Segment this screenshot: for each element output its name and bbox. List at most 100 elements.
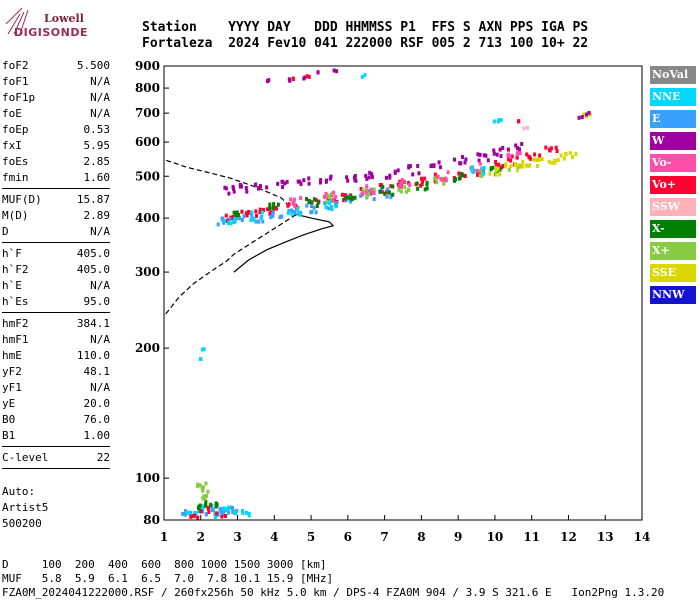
x-tick-label: 1 — [160, 530, 168, 544]
echo-point — [219, 506, 223, 511]
y-tick-label: 80 — [143, 513, 160, 527]
echo-point — [181, 511, 185, 516]
echo-point — [240, 209, 244, 214]
echo-point — [287, 77, 291, 82]
echo-point — [495, 163, 498, 168]
echo-point — [532, 157, 536, 162]
param-row: foEp 0.53 — [2, 122, 110, 138]
param-value: 15.87 — [76, 193, 110, 206]
echo-point — [191, 513, 195, 518]
echo-point — [185, 511, 189, 516]
echo-point — [364, 190, 368, 195]
echo-point — [404, 189, 408, 194]
param-value: N/A — [90, 279, 110, 292]
echo-point — [555, 149, 559, 153]
echo-point — [241, 508, 245, 513]
param-name: fmin — [2, 171, 29, 184]
echo-point — [226, 510, 230, 515]
param-value: 1.00 — [83, 429, 111, 442]
echo-point — [477, 158, 481, 163]
echo-point — [478, 161, 482, 166]
param-row: h`E N/A — [2, 278, 110, 294]
echo-point — [223, 218, 226, 223]
echo-point — [516, 163, 520, 168]
echo-point — [476, 152, 480, 157]
x-tick-label: 14 — [634, 530, 651, 544]
echo-point — [370, 175, 374, 180]
echo-point — [201, 505, 205, 510]
echo-point — [187, 510, 191, 515]
echo-point — [525, 163, 528, 168]
param-value: N/A — [90, 381, 110, 394]
param-name: foF2 — [2, 59, 29, 72]
echo-point — [244, 186, 248, 191]
echo-point — [183, 512, 187, 517]
echo-point — [360, 191, 364, 196]
echo-point — [353, 195, 357, 200]
echo-point — [262, 208, 265, 212]
echo-point — [268, 206, 272, 211]
param-row: MUF(D) 15.87 — [2, 192, 110, 208]
param-divider — [2, 312, 110, 313]
echo-point — [458, 171, 462, 176]
echo-point — [464, 157, 468, 162]
echo-point — [522, 126, 526, 131]
echo-point — [400, 177, 404, 182]
echo-point — [479, 168, 483, 173]
echo-point — [235, 215, 239, 220]
echo-point — [343, 193, 347, 198]
echo-point — [471, 165, 474, 170]
echo-point — [292, 201, 296, 206]
echo-point — [232, 189, 236, 194]
echo-point — [494, 160, 498, 164]
echo-point — [365, 187, 369, 192]
echo-point — [365, 176, 369, 181]
param-divider — [2, 188, 110, 189]
echo-point — [244, 211, 248, 216]
echo-point — [314, 210, 318, 215]
legend-item: Vo+ — [650, 176, 696, 194]
param-row: M(D) 2.89 — [2, 208, 110, 224]
echo-point — [556, 158, 560, 163]
echo-point — [580, 115, 584, 120]
echo-point — [496, 166, 500, 171]
echo-point — [423, 176, 427, 181]
x-tick-label: 2 — [197, 530, 205, 544]
profile-dashed-line — [165, 159, 298, 315]
echo-point — [324, 205, 328, 210]
echo-point — [553, 158, 557, 163]
footer-distance-row: D 100 200 400 600 800 1000 1500 3000 [km… — [2, 558, 327, 571]
y-tick-label: 700 — [135, 106, 160, 120]
param-value: 20.0 — [83, 397, 111, 410]
echo-point — [292, 203, 296, 208]
echo-point — [520, 163, 524, 168]
echo-point — [538, 157, 542, 162]
echo-point — [324, 179, 328, 184]
echo-point — [276, 202, 280, 207]
echo-point — [330, 207, 334, 212]
echo-point — [257, 219, 261, 224]
param-value: 384.1 — [76, 317, 110, 330]
echo-point — [325, 199, 329, 204]
echo-point — [501, 145, 505, 150]
echo-point — [245, 189, 249, 194]
echo-point — [506, 153, 510, 158]
echo-point — [244, 510, 248, 515]
param-value: 5.95 — [83, 139, 111, 152]
echo-point — [348, 196, 352, 201]
echo-point — [372, 197, 376, 202]
param-value: N/A — [90, 91, 110, 104]
echo-point — [515, 146, 519, 150]
echo-point — [516, 165, 520, 170]
echo-point — [250, 213, 254, 218]
echo-point — [416, 164, 420, 168]
echo-point — [250, 210, 254, 215]
echo-point — [526, 125, 529, 130]
echo-point — [433, 179, 437, 184]
echo-point — [436, 174, 439, 179]
echo-point — [507, 157, 510, 162]
echo-point — [272, 202, 276, 207]
x-tick-label: 12 — [560, 530, 577, 544]
echo-point — [388, 173, 392, 178]
echo-point — [460, 172, 464, 177]
